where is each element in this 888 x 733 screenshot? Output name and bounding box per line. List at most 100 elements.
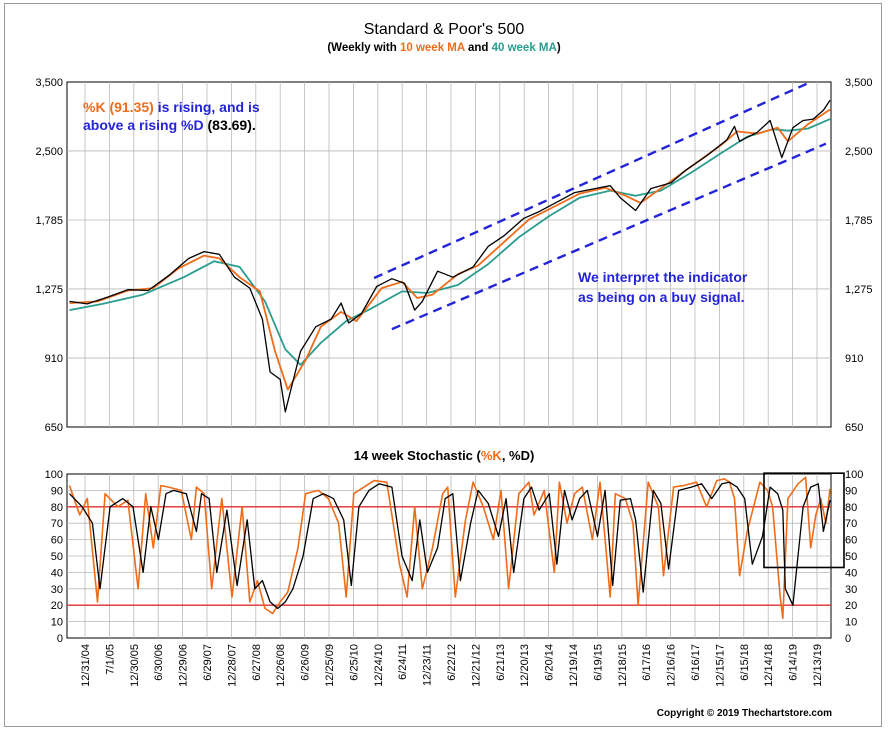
annotation-part: We interpret the indicator	[578, 269, 748, 285]
x-tick-label: 12/15/17	[714, 644, 726, 687]
stochastic-title: 14 week Stochastic (%K, %D)	[354, 448, 535, 463]
subtitle-part: 40 week MA	[492, 42, 557, 54]
x-tick-label: 12/16/16	[666, 644, 678, 687]
stochastic-y-tick-left: 90	[51, 485, 63, 497]
stochastic-title-part: %K	[481, 448, 503, 463]
stochastic-y-tick-left: 70	[51, 518, 63, 530]
stochastic-y-tick-right: 60	[845, 535, 857, 547]
price-y-tick-right: 910	[845, 353, 863, 365]
price-y-tick-right: 3,500	[845, 77, 873, 89]
x-tick-label: 6/26/09	[300, 644, 312, 681]
annotation-part: as being on a buy signal.	[578, 289, 744, 305]
x-tick-label: 6/25/10	[348, 644, 360, 681]
trend-channel-line	[373, 80, 812, 280]
annotation-line: %K (91.35) is rising, and is	[83, 99, 260, 115]
x-tick-label: 6/27/08	[251, 644, 263, 681]
x-tick-label: 12/31/04	[80, 644, 92, 687]
x-tick-label: 12/21/12	[470, 644, 482, 687]
subtitle-part: 10 week MA	[400, 42, 465, 54]
annotation-part: is rising, and is	[154, 99, 260, 115]
stochastic-y-tick-right: 20	[845, 600, 857, 612]
price-y-tick-left: 3,500	[35, 77, 63, 89]
stochastic-title-part: 14 week Stochastic (	[354, 448, 482, 463]
annotation-line: above a rising %D (83.69).	[83, 117, 256, 133]
stochastic-y-tick-left: 80	[51, 502, 63, 514]
trend-channel-line	[391, 142, 827, 331]
stochastic-y-tick-left: 50	[51, 551, 63, 563]
copyright-text: Copyright © 2019 Thechartstore.com	[657, 708, 832, 719]
x-tick-label: 12/23/11	[422, 644, 434, 686]
x-tick-label: 6/14/19	[788, 644, 800, 681]
stochastic-y-tick-right: 50	[845, 551, 857, 563]
stochastic-y-tick-right: 90	[845, 485, 857, 497]
x-tick-label: 6/24/11	[397, 644, 409, 680]
ma40-line	[69, 118, 831, 366]
x-tick-label: 12/29/06	[178, 644, 190, 687]
price-y-tick-right: 1,785	[845, 215, 873, 227]
annotation-part: above a rising	[83, 117, 181, 133]
stochastic-y-tick-right: 0	[845, 633, 851, 645]
stochastic-y-tick-left: 20	[51, 600, 63, 612]
highlight-box	[763, 472, 845, 569]
price-y-tick-right: 2,500	[845, 146, 873, 158]
stochastic-y-tick-right: 40	[845, 567, 857, 579]
stochastic-y-tick-left: 0	[57, 633, 63, 645]
price-y-tick-left: 2,500	[35, 146, 63, 158]
stochastic-y-tick-left: 40	[51, 567, 63, 579]
stochastic-title-part: , %D)	[502, 448, 535, 463]
x-tick-label: 6/29/07	[202, 644, 214, 681]
x-tick-label: 6/16/17	[690, 644, 702, 681]
x-tick-label: 12/19/14	[568, 644, 580, 687]
x-tick-label: 12/26/08	[275, 644, 287, 687]
stochastic-y-tick-right: 80	[845, 502, 857, 514]
price-y-tick-left: 1,275	[35, 284, 63, 296]
stochastic-y-tick-left: 10	[51, 617, 63, 629]
x-tick-label: 12/24/10	[373, 644, 385, 687]
subtitle-part: (Weekly with	[327, 42, 400, 54]
price-grid: 650 650 910 910 1,275 1,275 1,785 1,785 2,500 2,5…	[35, 77, 872, 434]
annotation-part: %K (91.35)	[83, 99, 154, 115]
price-y-tick-right: 650	[845, 422, 863, 434]
x-tick-label: 12/28/07	[226, 644, 238, 687]
x-tick-label: 6/30/06	[153, 644, 165, 681]
stochastic-y-tick-left: 100	[45, 469, 63, 481]
x-tick-label: 6/17/16	[641, 644, 653, 681]
x-tick-label: 12/20/13	[519, 644, 531, 687]
chart-subtitle: (Weekly with 10 week MA and 40 week MA)	[327, 42, 560, 54]
annotation-line: We interpret the indicator	[578, 269, 748, 285]
price-plot-area	[66, 81, 832, 428]
price-y-tick-right: 1,275	[845, 284, 873, 296]
x-tick-label: 12/14/18	[763, 644, 775, 687]
stochastic-grid: 0 0 10 10 20 20 30 30 40 40 50 50 60 60 70 70 80 80 90 90 10…	[45, 469, 864, 645]
x-tick-label: 7/1/05	[104, 644, 116, 675]
x-axis-labels: 12/31/04 7/1/05 12/30/05 6/30/06 12/29/06 6/2…	[80, 644, 824, 687]
subtitle-part: and	[465, 42, 492, 54]
stochastic-y-tick-left: 60	[51, 535, 63, 547]
annotations: %K (91.35) is rising, and is above a risi…	[83, 99, 748, 305]
percent-d-line	[69, 481, 831, 610]
price-y-tick-left: 1,785	[35, 215, 63, 227]
chart-canvas: Standard & Poor's 500 (Weekly with 10 we…	[35, 21, 872, 719]
stochastic-y-tick-right: 30	[845, 584, 857, 596]
annotation-part: (83.69).	[204, 117, 256, 133]
price-series	[69, 80, 831, 413]
stochastic-y-tick-right: 10	[845, 617, 857, 629]
x-tick-label: 12/25/09	[324, 644, 336, 687]
stochastic-series	[68, 472, 845, 620]
percent-k-line	[68, 476, 831, 620]
x-tick-label: 12/18/15	[617, 644, 629, 687]
stochastic-y-tick-right: 70	[845, 518, 857, 530]
x-tick-label: 12/30/05	[129, 644, 141, 687]
annotation-line: as being on a buy signal.	[578, 289, 744, 305]
chart-frame: Standard & Poor's 500 (Weekly with 10 we…	[4, 3, 882, 727]
subtitle-part: )	[557, 42, 561, 54]
x-tick-label: 6/21/13	[495, 644, 507, 681]
price-y-tick-left: 910	[45, 353, 63, 365]
x-tick-label: 12/13/19	[812, 644, 824, 687]
x-tick-label: 6/22/12	[446, 644, 458, 681]
x-tick-label: 6/20/14	[544, 644, 556, 681]
annotation-part: %D	[181, 117, 204, 133]
price-y-tick-left: 650	[45, 422, 63, 434]
stochastic-y-tick-left: 30	[51, 584, 63, 596]
stochastic-y-tick-right: 100	[845, 469, 863, 481]
